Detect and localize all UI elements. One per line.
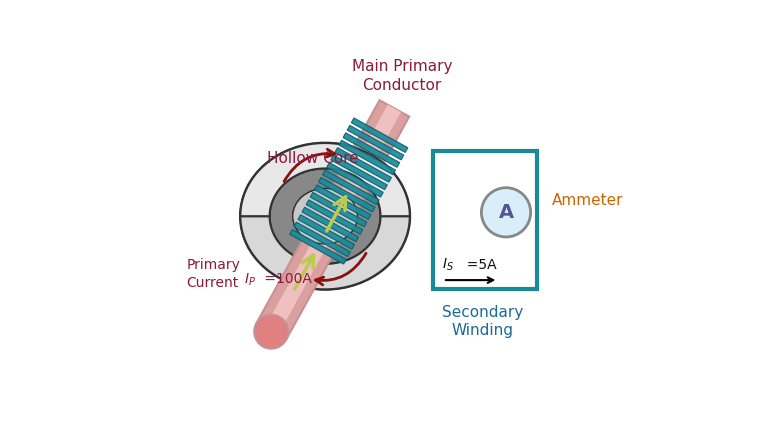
- Polygon shape: [331, 155, 387, 189]
- Ellipse shape: [293, 189, 357, 244]
- Ellipse shape: [296, 185, 381, 247]
- Text: $I_P$: $I_P$: [244, 271, 257, 287]
- PathPatch shape: [240, 143, 410, 216]
- Polygon shape: [339, 140, 396, 175]
- Text: A: A: [498, 203, 514, 222]
- Polygon shape: [323, 170, 379, 205]
- Polygon shape: [264, 105, 401, 335]
- Ellipse shape: [240, 143, 410, 289]
- Ellipse shape: [270, 168, 380, 264]
- FancyArrowPatch shape: [316, 253, 366, 285]
- Polygon shape: [294, 222, 350, 257]
- Circle shape: [254, 315, 288, 349]
- Bar: [433, 151, 537, 289]
- Text: Main Primary
Conductor: Main Primary Conductor: [352, 60, 452, 93]
- Polygon shape: [335, 148, 392, 182]
- Polygon shape: [310, 192, 367, 227]
- FancyArrowPatch shape: [284, 149, 335, 181]
- Polygon shape: [257, 100, 409, 340]
- Polygon shape: [343, 133, 399, 167]
- Text: $I_S$: $I_S$: [442, 257, 454, 273]
- Polygon shape: [314, 185, 371, 219]
- Text: Hollow Core: Hollow Core: [267, 151, 359, 166]
- Circle shape: [482, 188, 531, 237]
- Text: =5A: =5A: [458, 258, 497, 272]
- Text: Primary
Current: Primary Current: [187, 258, 240, 290]
- Polygon shape: [298, 215, 355, 249]
- PathPatch shape: [240, 216, 410, 289]
- Polygon shape: [302, 207, 359, 242]
- Polygon shape: [326, 162, 383, 197]
- Text: Ammeter: Ammeter: [552, 193, 624, 208]
- Text: =100A: =100A: [260, 272, 312, 287]
- Polygon shape: [347, 125, 404, 160]
- Ellipse shape: [293, 189, 357, 244]
- Polygon shape: [319, 178, 375, 212]
- Polygon shape: [306, 200, 362, 234]
- Text: Secondary
Winding: Secondary Winding: [442, 305, 524, 338]
- Polygon shape: [290, 230, 346, 264]
- Polygon shape: [351, 118, 408, 152]
